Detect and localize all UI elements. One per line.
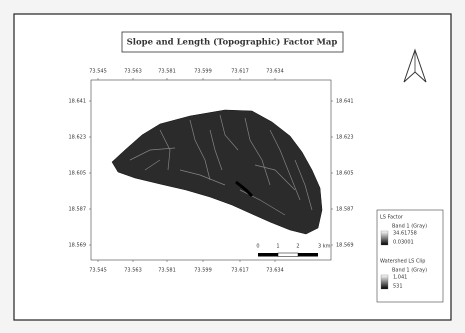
x-label-bottom: 73.581 [158,268,176,274]
y-label-left: 18.641 [69,99,87,105]
y-label-right: 18.569 [336,243,354,249]
x-label-bottom: 73.599 [194,268,212,274]
scale-label: 3 km [318,244,331,250]
y-label-right: 18.623 [336,135,354,141]
x-label-top: 73.563 [124,69,142,75]
x-label-top: 73.581 [158,69,176,75]
x-label-top: 73.545 [89,69,107,75]
y-label-left: 18.587 [69,207,87,213]
y-label-right: 18.605 [336,171,354,177]
scale-label: 0 [256,244,259,250]
legend-band: Band 1 (Gray) [392,268,427,274]
x-label-top: 73.599 [194,69,212,75]
legend-min: 531 [393,284,403,290]
x-label-bottom: 73.545 [89,268,107,274]
map-layout: Slope and Length (Topographic) Factor Ma… [0,0,465,333]
legend-min: 0.03001 [393,240,414,246]
y-label-left: 18.623 [69,135,87,141]
y-label-right: 18.587 [336,207,354,213]
legend-max: 34.61758 [393,231,417,237]
legend-ramp [381,275,388,289]
x-label-bottom: 73.617 [231,268,249,274]
scale-label: 2 [296,244,299,250]
x-label-bottom: 73.634 [266,268,284,274]
legend-max: 1,041 [393,275,407,281]
y-label-left: 18.605 [69,171,87,177]
legend-layer: Watershed LS Clip [380,259,425,265]
legend-ramp [381,231,388,245]
x-label-top: 73.617 [231,69,249,75]
map-title: Slope and Length (Topographic) Factor Ma… [127,37,338,48]
scale-label: 1 [276,244,279,250]
y-label-left: 18.569 [69,243,87,249]
x-label-bottom: 73.563 [124,268,142,274]
y-label-right: 18.641 [336,99,354,105]
legend-band: Band 1 (Gray) [392,224,427,230]
x-label-top: 73.634 [266,69,284,75]
legend-layer: LS Factor [380,215,404,221]
